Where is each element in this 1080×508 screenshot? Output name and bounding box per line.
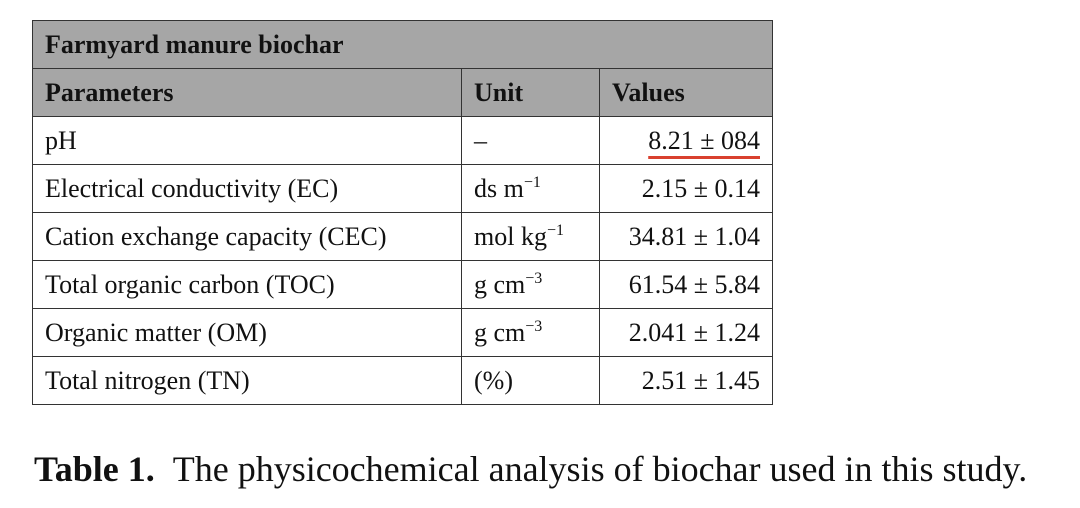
value-cell: 2.041 ± 1.24 (599, 308, 773, 357)
unit-base: – (474, 125, 487, 155)
unit-base: ds m (474, 173, 524, 203)
table-row: Cation exchange capacity (CEC) mol kg−1 34… (32, 212, 773, 261)
caption-text: The physicochemical analysis of biochar … (172, 449, 1028, 489)
parameter-cell: Total organic carbon (TOC) (32, 260, 462, 309)
unit-exponent: −1 (523, 173, 541, 191)
value-text: 8.21 ± 084 (648, 125, 760, 155)
table-row: Total nitrogen (TN) (%) 2.51 ± 1.45 (32, 356, 773, 405)
parameter-cell: pH (32, 116, 462, 165)
unit-base: g cm (474, 269, 526, 299)
table-row: Organic matter (OM) g cm−3 2.041 ± 1.24 (32, 308, 773, 357)
table-row: Total organic carbon (TOC) g cm−3 61.54 ± … (32, 260, 773, 309)
title-row: Farmyard manure biochar (32, 20, 773, 69)
unit-cell: ds m−1 (461, 164, 600, 213)
value-cell: 8.21 ± 084 (599, 116, 773, 165)
table-title: Farmyard manure biochar (32, 20, 773, 69)
value-cell: 34.81 ± 1.04 (599, 212, 773, 261)
value-cell: 61.54 ± 5.84 (599, 260, 773, 309)
unit-base: g cm (474, 317, 526, 347)
value-text: 2.041 ± 1.24 (628, 317, 760, 347)
unit-exponent: −3 (525, 317, 543, 335)
header-cell: Values (599, 68, 773, 117)
value-text: 2.51 ± 1.45 (641, 365, 760, 395)
table-body: Farmyard manure biochar Parameters Unit … (32, 20, 773, 405)
parameter-cell: Electrical conductivity (EC) (32, 164, 462, 213)
unit-cell: g cm−3 (461, 308, 600, 357)
unit-cell: (%) (461, 356, 600, 405)
caption: Table 1. The physicochemical analysis of … (34, 448, 1027, 490)
header-cell: Unit (461, 68, 600, 117)
unit-cell: mol kg−1 (461, 212, 600, 261)
value-text: 34.81 ± 1.04 (628, 221, 760, 251)
value-cell: 2.51 ± 1.45 (599, 356, 773, 405)
unit-base: mol kg (474, 221, 547, 251)
header-row: Parameters Unit Values (32, 68, 773, 117)
parameter-cell: Organic matter (OM) (32, 308, 462, 357)
value-cell: 2.15 ± 0.14 (599, 164, 773, 213)
caption-label: Table 1. (34, 449, 155, 489)
header-cell: Parameters (32, 68, 462, 117)
unit-cell: – (461, 116, 600, 165)
data-table: Farmyard manure biochar Parameters Unit … (32, 20, 773, 405)
unit-base: (%) (474, 365, 513, 395)
unit-exponent: −3 (525, 269, 543, 287)
table-row: pH – 8.21 ± 084 (32, 116, 773, 165)
unit-cell: g cm−3 (461, 260, 600, 309)
value-text: 2.15 ± 0.14 (641, 173, 760, 203)
value-text: 61.54 ± 5.84 (628, 269, 760, 299)
parameter-cell: Total nitrogen (TN) (32, 356, 462, 405)
parameter-cell: Cation exchange capacity (CEC) (32, 212, 462, 261)
unit-exponent: −1 (546, 221, 564, 239)
table-row: Electrical conductivity (EC) ds m−1 2.15 ±… (32, 164, 773, 213)
